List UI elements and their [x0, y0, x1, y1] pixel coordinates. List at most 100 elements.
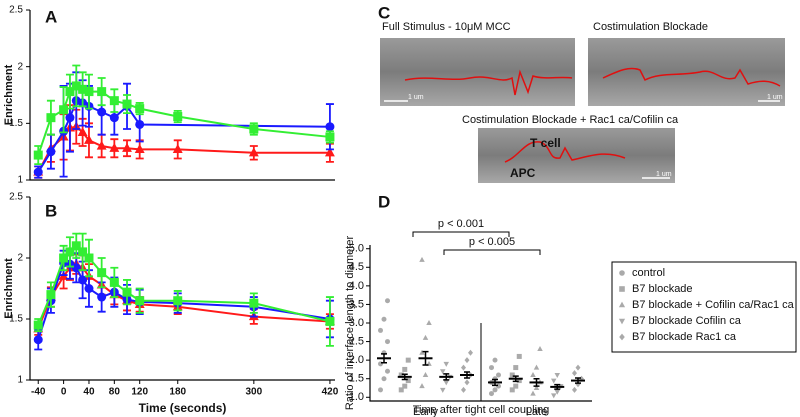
- cell-label: APC: [510, 166, 536, 180]
- micrograph: [478, 128, 675, 183]
- axis: [369, 245, 592, 402]
- marker: [135, 104, 145, 114]
- scale-label: 1 um: [767, 94, 783, 101]
- marker: [443, 380, 449, 386]
- x-axis-label: Time (seconds): [139, 401, 227, 415]
- marker: [109, 142, 120, 152]
- marker: [551, 393, 557, 399]
- marker: [33, 167, 43, 177]
- marker: [109, 113, 119, 123]
- marker: [554, 373, 560, 378]
- marker: [46, 113, 56, 123]
- marker: [426, 320, 432, 325]
- outline: [404, 69, 573, 96]
- y-tick-label: 1.5: [349, 373, 364, 385]
- panel-label: A: [45, 7, 57, 26]
- marker: [419, 349, 425, 355]
- marker: [419, 383, 425, 389]
- panel-label: B: [45, 201, 57, 220]
- marker: [496, 372, 501, 378]
- marker: [461, 364, 466, 371]
- y-tick-label: 4.5: [349, 261, 364, 273]
- y-axis-label: Enrichment: [3, 64, 15, 125]
- y-tick-label: 1: [17, 375, 23, 386]
- marker: [33, 320, 43, 330]
- legend-label: B7 blockade: [632, 283, 693, 295]
- x-tick-label: 40: [83, 387, 95, 398]
- marker: [109, 277, 119, 287]
- marker: [619, 333, 625, 341]
- annotation: p < 0.005: [469, 236, 515, 248]
- marker: [443, 361, 449, 367]
- marker: [135, 119, 145, 129]
- marker: [509, 387, 515, 393]
- y-tick-label: 2.0: [349, 354, 364, 366]
- y-tick-label: 5.0: [349, 243, 364, 255]
- scale-label: 1 um: [408, 94, 424, 101]
- marker: [398, 387, 404, 393]
- marker: [618, 301, 626, 308]
- marker: [109, 96, 119, 106]
- scale-label: 1 um: [656, 171, 672, 178]
- marker: [84, 87, 94, 97]
- caption: Costimulation Blockade + Rac1 ca/Cofilin…: [462, 114, 679, 126]
- image: [380, 38, 575, 106]
- marker: [71, 81, 81, 91]
- marker: [78, 247, 88, 257]
- marker: [464, 357, 470, 364]
- marker: [402, 383, 408, 389]
- marker: [572, 386, 577, 393]
- marker: [385, 368, 390, 374]
- marker: [78, 275, 88, 285]
- x-tick-label: 180: [169, 387, 186, 398]
- legend-label: control: [632, 267, 665, 279]
- marker: [551, 378, 557, 384]
- x-tick-label: 0: [61, 387, 67, 398]
- marker: [96, 140, 107, 150]
- marker: [537, 346, 543, 351]
- marker: [97, 292, 107, 302]
- marker: [405, 378, 411, 384]
- marker: [65, 247, 75, 257]
- y-tick-label: 1: [17, 175, 23, 186]
- axis: [29, 197, 335, 381]
- marker: [249, 298, 259, 308]
- marker: [513, 383, 519, 389]
- marker: [173, 112, 183, 122]
- marker: [84, 134, 94, 144]
- y-tick-label: 4.0: [349, 280, 364, 292]
- x-tick-label: -40: [31, 387, 46, 398]
- marker: [33, 150, 43, 160]
- marker: [554, 389, 560, 395]
- marker: [492, 357, 498, 363]
- marker: [402, 366, 408, 372]
- caption: Full Stimulus - 10μM MCC: [382, 21, 511, 33]
- legend-box: [611, 261, 797, 353]
- marker: [65, 87, 75, 97]
- marker: [530, 390, 536, 396]
- marker: [489, 365, 494, 371]
- marker: [59, 253, 69, 263]
- marker: [530, 372, 536, 377]
- y-axis-label: Enrichment: [3, 258, 15, 319]
- marker: [440, 369, 446, 375]
- marker: [84, 253, 94, 263]
- marker: [71, 241, 81, 251]
- marker: [324, 147, 335, 157]
- legend-label: B7 blockade Cofilin ca: [632, 315, 742, 327]
- marker: [325, 122, 335, 132]
- x-tick-label: Early: [413, 406, 439, 417]
- y-tick-label: 2.5: [9, 192, 23, 203]
- marker: [65, 113, 75, 123]
- marker: [78, 84, 88, 94]
- marker: [385, 298, 390, 304]
- marker: [461, 386, 466, 393]
- marker: [509, 372, 515, 378]
- marker: [46, 147, 56, 157]
- y-tick-label: 2: [17, 61, 23, 72]
- marker: [489, 391, 494, 397]
- marker: [97, 107, 107, 117]
- marker: [122, 142, 132, 152]
- marker: [516, 353, 522, 359]
